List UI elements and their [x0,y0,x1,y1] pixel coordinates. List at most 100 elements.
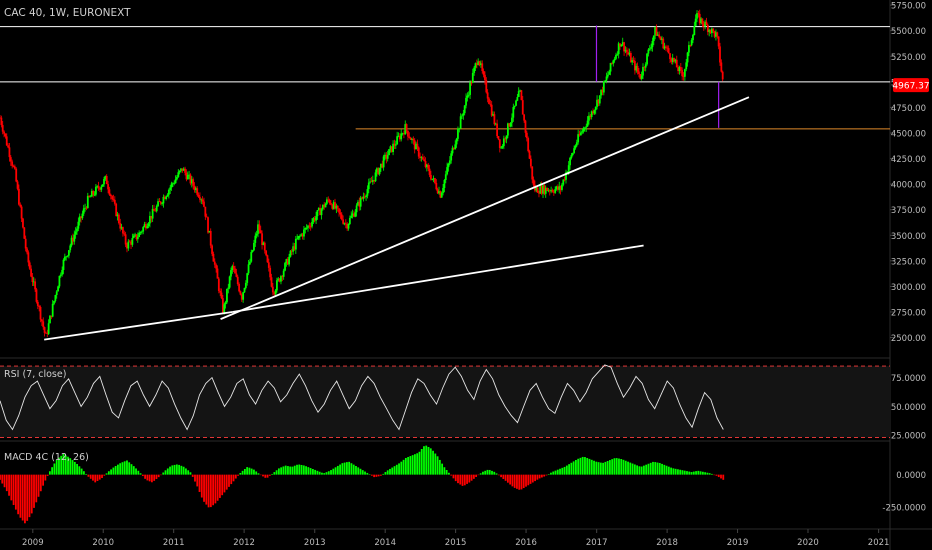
candle-body [719,46,721,63]
macd-bar [461,474,464,486]
candle-body [369,181,372,183]
macd-bar [123,461,126,475]
candle-body [321,204,324,210]
candle-body [543,185,546,194]
time-axis[interactable]: 2009 2010 2011 2012 2013 2014 2015 2016 2017 2018… [22,529,889,548]
candle-body [394,144,397,146]
candle-body [90,191,93,197]
candle-body [706,24,709,32]
candle-body [424,160,427,168]
macd-bar [37,474,40,497]
candle-body [323,204,326,208]
candle-body [309,226,312,228]
macd-bar [457,474,459,484]
candle-body [502,138,505,147]
candle-body [53,300,55,304]
candle-body [673,57,675,62]
candle-body [606,74,609,77]
candle-body [709,29,712,34]
macd-bar [618,458,620,475]
macd-bar [311,468,314,475]
candle-body [529,158,532,167]
macd-bar [157,474,160,478]
macd-bar [711,473,713,475]
macd-bar [221,474,224,496]
candle-body [705,21,708,25]
candle-body [154,210,157,212]
candle-body [255,233,258,236]
candle-body [193,185,196,191]
candle-body [567,165,570,172]
candle-body [370,181,373,183]
candle-body [55,291,58,296]
candle-body [305,227,308,229]
price-tick-label: 5750.00 [891,2,926,12]
candle-body [86,195,89,208]
candle-body [471,72,474,83]
macd-bar [364,471,366,475]
candle-body [45,332,47,334]
time-tick-label: 2014 [374,538,396,548]
candle-body [338,208,340,213]
candle-body [335,205,338,209]
candle-body [16,181,19,189]
macd-bar [98,474,101,480]
candle-body [344,223,347,225]
candle-body [408,136,411,138]
candle-body [685,62,688,70]
candle-body [38,305,41,307]
candle-body [324,203,327,208]
candle-body [88,195,91,197]
macd-bar [166,468,169,475]
candle-body [647,49,650,54]
candle-body [336,205,339,209]
macd-bar [126,460,128,475]
candle-body [582,127,585,132]
macd-bar [593,460,595,475]
candle-body [203,201,205,207]
macd-bar [559,468,561,475]
candle-body [303,229,305,237]
candle-body [544,187,547,194]
candle-body [18,188,20,205]
macd-bar [441,463,444,475]
candle-body [508,123,511,127]
candle-body [130,241,132,245]
candle-body [629,53,632,63]
candle-body [313,218,316,221]
candle-body [63,256,66,260]
candle-body [698,13,701,24]
candle-body [219,290,222,293]
macd-bar [393,466,396,475]
candle-body [325,199,328,204]
macd-bar [606,460,609,475]
candle-body [199,196,201,200]
candle-body [92,191,95,195]
macd-bar [232,474,235,482]
time-tick-label: 2018 [656,538,678,548]
candle-body [19,204,22,207]
candle-body [347,223,350,229]
candle-body [312,218,315,222]
candle-body [80,216,82,219]
candle-body [140,231,143,233]
macd-bar [692,471,695,475]
candle-body [575,142,578,146]
time-tick-label: 2013 [304,538,326,548]
candle-body [257,224,259,234]
candle-body [588,115,590,121]
macd-bar [230,474,233,485]
macd-bar [203,474,205,502]
candle-body [562,179,565,185]
candle-body [423,159,426,161]
candle-body [594,106,597,111]
macd-bar [103,474,106,476]
macd-bar [19,474,22,518]
candle-body [101,184,104,187]
candle-body [1,125,4,132]
macd-bar [466,474,468,484]
macd-bar [53,463,56,475]
candle-body [713,31,716,37]
price-tick-label: 3000.00 [891,283,926,293]
candle-body [631,60,634,63]
